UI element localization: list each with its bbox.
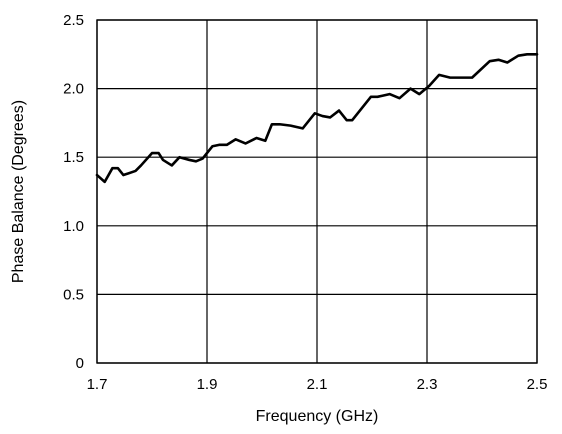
x-axis-label: Frequency (GHz) [256,408,379,425]
x-axis-ticks: 1.7 1.9 2.1 2.3 2.5 [87,376,548,393]
y-axis-ticks: 0 0.5 1.0 1.5 2.0 2.5 [63,12,84,372]
series-layer [95,52,539,184]
x-tick-label: 2.1 [307,376,328,393]
phase-balance-series-line [95,52,539,184]
x-tick-label: 2.5 [527,376,548,393]
y-tick-label: 1.5 [63,149,84,166]
y-tick-label: 0.5 [63,286,84,303]
grid [96,19,538,364]
x-tick-label: 1.9 [197,376,218,393]
x-tick-label: 2.3 [417,376,438,393]
y-tick-label: 2.5 [63,12,84,29]
y-axis-label: Phase Balance (Degrees) [10,100,27,283]
y-tick-label: 0 [76,355,84,372]
y-tick-label: 1.0 [63,218,84,235]
plot-frame [96,19,538,364]
y-tick-label: 2.0 [63,81,84,98]
x-tick-label: 1.7 [87,376,108,393]
